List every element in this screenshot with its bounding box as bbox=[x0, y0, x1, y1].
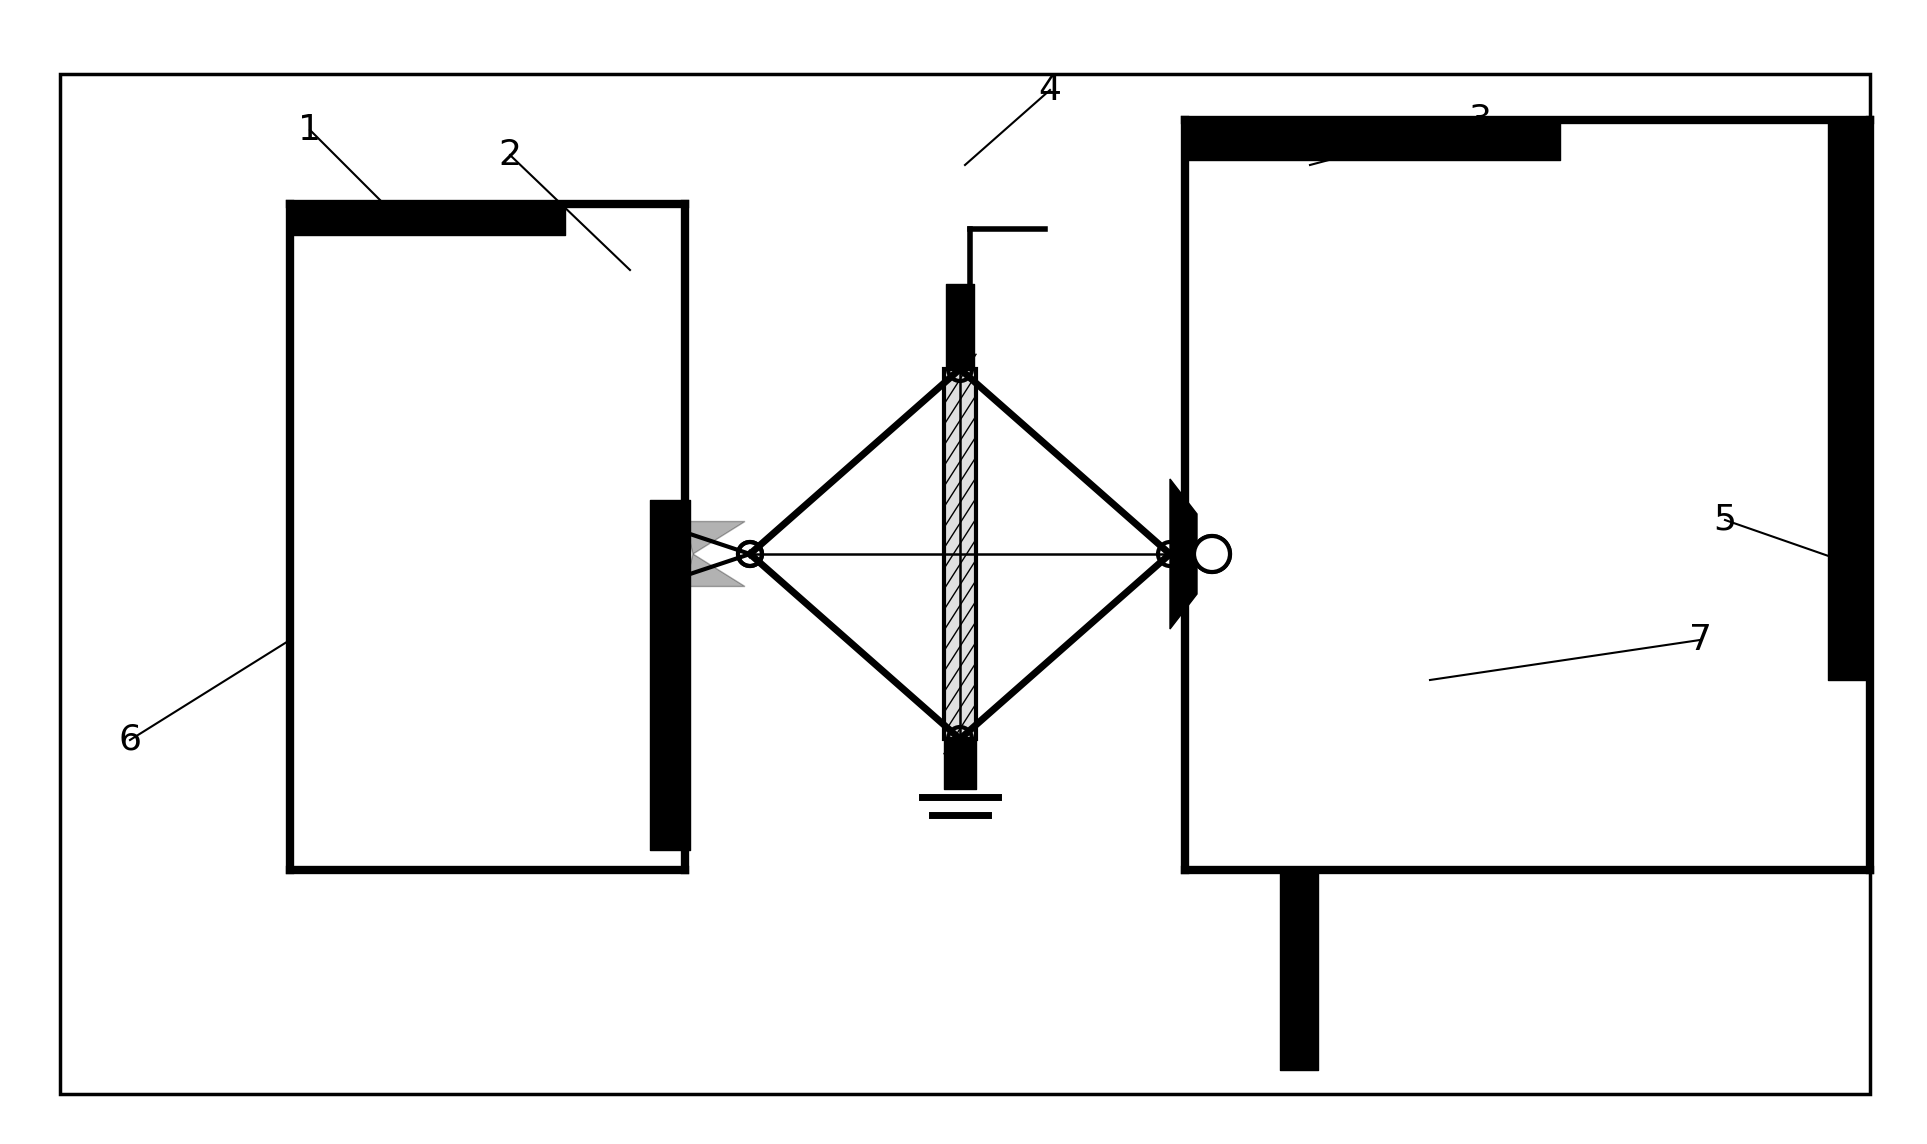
Polygon shape bbox=[684, 554, 746, 587]
Polygon shape bbox=[684, 522, 746, 554]
Bar bbox=[60, 74, 1869, 1094]
Text: 3: 3 bbox=[1468, 103, 1491, 137]
Text: 5: 5 bbox=[1713, 503, 1736, 537]
Polygon shape bbox=[1170, 479, 1197, 629]
Text: 7: 7 bbox=[1688, 623, 1711, 657]
Text: 4: 4 bbox=[1039, 73, 1062, 108]
Text: 6: 6 bbox=[118, 723, 141, 757]
Bar bbox=[944, 370, 975, 739]
Text: 1: 1 bbox=[299, 113, 322, 146]
Circle shape bbox=[1197, 538, 1227, 570]
Text: 2: 2 bbox=[499, 138, 522, 172]
